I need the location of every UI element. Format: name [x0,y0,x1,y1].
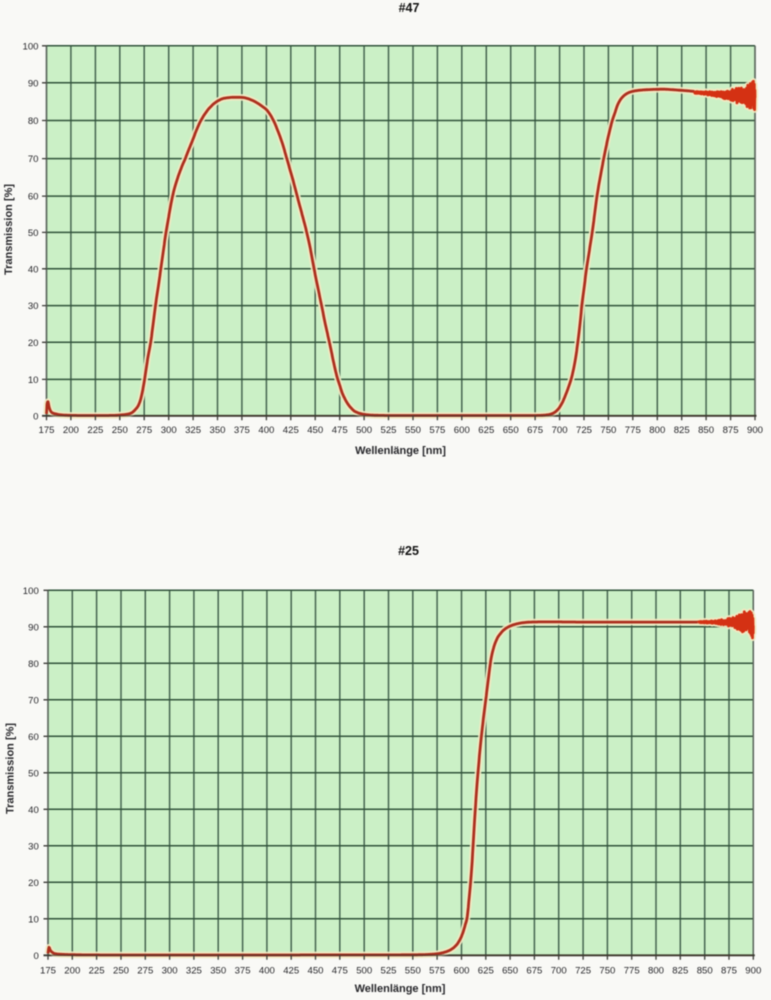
svg-text:675: 675 [526,966,542,977]
svg-text:900: 900 [747,425,763,436]
svg-text:675: 675 [527,425,543,436]
svg-text:10: 10 [28,914,39,925]
svg-text:650: 650 [503,425,519,436]
svg-text:500: 500 [356,966,372,977]
svg-text:90: 90 [28,78,39,89]
svg-text:0: 0 [33,411,38,422]
svg-text:250: 250 [112,425,128,436]
svg-text:70: 70 [28,154,39,165]
svg-text:725: 725 [575,966,591,977]
svg-text:700: 700 [551,966,567,977]
svg-text:275: 275 [137,966,153,977]
svg-text:175: 175 [38,425,54,436]
svg-text:400: 400 [258,425,274,436]
svg-text:375: 375 [234,425,250,436]
svg-text:775: 775 [625,425,641,436]
svg-text:700: 700 [552,425,568,436]
svg-text:375: 375 [235,966,251,977]
svg-text:Wellenlänge [nm]: Wellenlänge [nm] [355,983,446,995]
svg-text:350: 350 [209,425,225,436]
svg-text:250: 250 [113,966,129,977]
svg-text:30: 30 [28,841,39,852]
svg-text:325: 325 [186,966,202,977]
svg-text:60: 60 [28,192,39,203]
svg-text:30: 30 [28,301,39,312]
svg-text:50: 50 [28,228,39,239]
svg-text:525: 525 [380,425,396,436]
svg-text:725: 725 [576,425,592,436]
svg-text:525: 525 [380,966,396,977]
svg-text:825: 825 [674,425,690,436]
svg-text:825: 825 [672,966,688,977]
svg-text:Wellenlänge [nm]: Wellenlänge [nm] [355,445,446,457]
svg-text:425: 425 [283,425,299,436]
svg-text:70: 70 [28,695,39,706]
svg-text:800: 800 [649,425,665,436]
svg-text:625: 625 [478,425,494,436]
svg-text:850: 850 [697,966,713,977]
svg-text:400: 400 [259,966,275,977]
svg-text:200: 200 [63,425,79,436]
svg-text:60: 60 [28,732,39,743]
svg-text:80: 80 [28,659,39,670]
svg-text:Transmission [%]: Transmission [%] [5,723,17,814]
svg-text:275: 275 [136,425,152,436]
svg-text:200: 200 [64,966,80,977]
svg-text:475: 475 [332,966,348,977]
svg-text:900: 900 [745,966,761,977]
svg-text:20: 20 [28,878,39,889]
svg-text:300: 300 [162,966,178,977]
svg-text:20: 20 [28,338,39,349]
svg-text:650: 650 [502,966,518,977]
svg-text:550: 550 [405,425,421,436]
svg-text:225: 225 [87,425,103,436]
svg-text:325: 325 [185,425,201,436]
svg-text:90: 90 [28,622,39,633]
svg-text:600: 600 [454,425,470,436]
svg-text:450: 450 [307,966,323,977]
svg-text:#25: #25 [398,544,419,558]
svg-text:50: 50 [28,768,39,779]
svg-text:575: 575 [429,966,445,977]
svg-text:575: 575 [429,425,445,436]
svg-text:625: 625 [478,966,494,977]
svg-text:775: 775 [624,966,640,977]
svg-text:100: 100 [22,41,38,52]
svg-text:175: 175 [40,966,56,977]
svg-text:875: 875 [721,966,737,977]
svg-text:0: 0 [33,951,38,962]
svg-text:300: 300 [161,425,177,436]
svg-text:350: 350 [210,966,226,977]
svg-text:475: 475 [332,425,348,436]
svg-text:750: 750 [600,425,616,436]
svg-text:750: 750 [599,966,615,977]
svg-text:500: 500 [356,425,372,436]
svg-text:80: 80 [28,116,39,127]
svg-text:425: 425 [283,966,299,977]
svg-text:450: 450 [307,425,323,436]
svg-text:225: 225 [89,966,105,977]
svg-text:850: 850 [698,425,714,436]
svg-text:40: 40 [28,805,39,816]
svg-text:875: 875 [723,425,739,436]
svg-text:40: 40 [28,264,39,275]
svg-text:10: 10 [28,375,39,386]
svg-text:600: 600 [453,966,469,977]
svg-text:100: 100 [23,586,39,597]
svg-text:800: 800 [648,966,664,977]
svg-text:550: 550 [405,966,421,977]
svg-text:Transmission [%]: Transmission [%] [3,184,15,275]
svg-text:#47: #47 [399,1,420,15]
